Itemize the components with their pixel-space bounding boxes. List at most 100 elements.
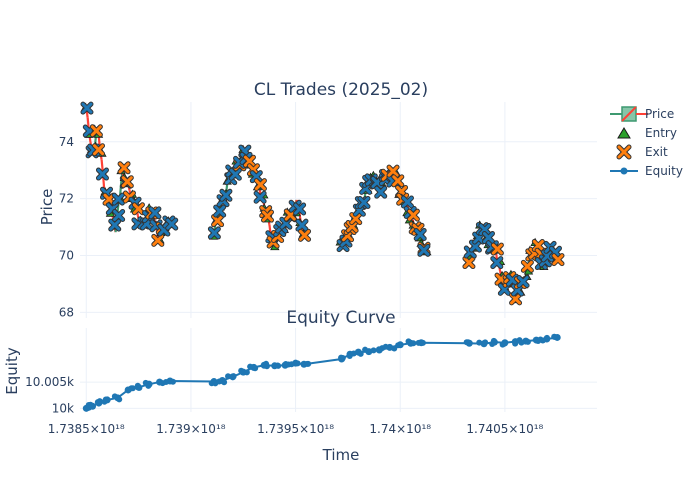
exit-marker	[294, 203, 306, 215]
exit-marker	[149, 207, 161, 219]
legend-item-entry[interactable]: Entry	[617, 126, 677, 140]
legend-price-diagonal	[621, 106, 637, 122]
price-panel: 68 70 72 74 CL Trades (2025_02) Price	[38, 80, 597, 319]
equity-y-tick-label: 10k	[52, 401, 74, 415]
exit-marker	[296, 219, 308, 231]
exit-marker	[358, 196, 370, 208]
legend-label-entry: Entry	[645, 126, 677, 140]
equity-point	[221, 379, 228, 386]
equity-point	[216, 378, 223, 385]
equity-point	[524, 338, 531, 345]
equity-y-tick-label: 10.005k	[25, 375, 74, 389]
price-y-ticks: 68 70 72 74	[59, 135, 74, 320]
exit-marker	[229, 168, 241, 180]
legend-item-price[interactable]: Price	[610, 106, 674, 122]
exit-marker	[482, 232, 494, 244]
equity-point	[357, 350, 364, 357]
legend-label-exit: Exit	[645, 145, 668, 159]
exit-marker	[96, 168, 108, 180]
exit-marker	[284, 209, 296, 221]
x-tick-label: 1.7395×10¹⁸	[257, 422, 334, 436]
exit-marker	[350, 213, 362, 225]
equity-point	[350, 350, 357, 357]
equity-point	[96, 398, 103, 405]
exit-marker	[463, 257, 475, 269]
equity-point	[405, 338, 412, 345]
equity-point	[490, 337, 497, 344]
exit-marker	[121, 176, 133, 188]
equity-point	[247, 363, 254, 370]
exit-marker	[254, 191, 266, 203]
equity-point	[362, 346, 369, 353]
equity-chart-title: Equity Curve	[286, 308, 395, 328]
exit-marker	[552, 254, 564, 266]
exit-marker	[532, 239, 544, 251]
equity-point	[382, 343, 389, 350]
exit-marker	[132, 203, 144, 215]
exit-marker	[103, 193, 115, 205]
exit-marker	[90, 125, 102, 137]
exit-marker	[113, 209, 125, 221]
legend-item-equity[interactable]: Equity	[610, 164, 683, 178]
equity-point	[294, 360, 301, 367]
legend-equity-marker-icon	[620, 167, 628, 175]
equity-point	[370, 347, 377, 354]
equity-y-axis-title: Equity	[3, 347, 21, 395]
legend-label-equity: Equity	[645, 164, 683, 178]
exit-marker	[166, 218, 178, 230]
legend-entry-triangle-icon	[617, 127, 631, 139]
exit-marker	[214, 205, 226, 217]
exit-marker	[521, 260, 533, 272]
exit-markers-group	[80, 101, 565, 306]
equity-point	[288, 361, 295, 368]
exit-marker	[220, 189, 232, 201]
exit-marker	[212, 215, 224, 227]
exit-marker	[93, 144, 105, 156]
equity-point	[111, 393, 118, 400]
exit-marker	[491, 257, 503, 269]
equity-point	[482, 339, 489, 346]
equity-point	[476, 339, 483, 346]
exit-marker	[387, 165, 399, 177]
equity-series-group	[82, 333, 561, 412]
equity-point	[410, 340, 417, 347]
exit-marker	[81, 102, 93, 114]
equity-line	[85, 336, 558, 410]
exit-marker	[243, 155, 255, 167]
exit-marker	[491, 243, 503, 255]
x-tick-label: 1.7385×10¹⁸	[48, 422, 125, 436]
price-y-tick-label: 74	[59, 135, 74, 149]
exit-marker	[407, 209, 419, 221]
exit-marker	[112, 193, 124, 205]
exit-marker	[118, 162, 130, 174]
x-axis-title: Time	[322, 446, 360, 464]
legend-item-exit[interactable]: Exit	[616, 144, 668, 160]
equity-point	[142, 379, 149, 386]
equity-point	[169, 378, 176, 385]
price-y-axis-title: Price	[38, 189, 56, 226]
legend-exit-x-icon	[617, 145, 631, 159]
equity-point	[252, 365, 259, 372]
exit-marker	[346, 221, 358, 233]
price-series-group	[85, 107, 559, 301]
equity-point	[263, 360, 270, 367]
equity-point	[419, 339, 426, 346]
equity-panel: 10k 10.005k 1.7385×10¹⁸ 1.739×10¹⁸ 1.7395×1…	[3, 308, 597, 464]
equity-point	[274, 362, 281, 369]
price-y-tick-label: 72	[59, 192, 74, 206]
equity-point	[551, 333, 558, 340]
equity-point	[338, 354, 345, 361]
exit-marker	[208, 227, 220, 239]
x-tick-label: 1.74×10¹⁸	[369, 422, 431, 436]
x-tick-label: 1.7405×10¹⁸	[466, 422, 543, 436]
entry-markers-group	[80, 102, 562, 304]
equity-point	[136, 384, 143, 391]
exit-marker	[375, 186, 387, 198]
legend: Price Entry Exit Equity	[610, 106, 683, 178]
exit-marker	[418, 244, 430, 256]
price-gridlines	[80, 102, 597, 318]
equity-point	[128, 385, 135, 392]
equity-point	[85, 401, 92, 408]
price-chart-title: CL Trades (2025_02)	[254, 80, 428, 100]
equity-point	[465, 339, 472, 346]
